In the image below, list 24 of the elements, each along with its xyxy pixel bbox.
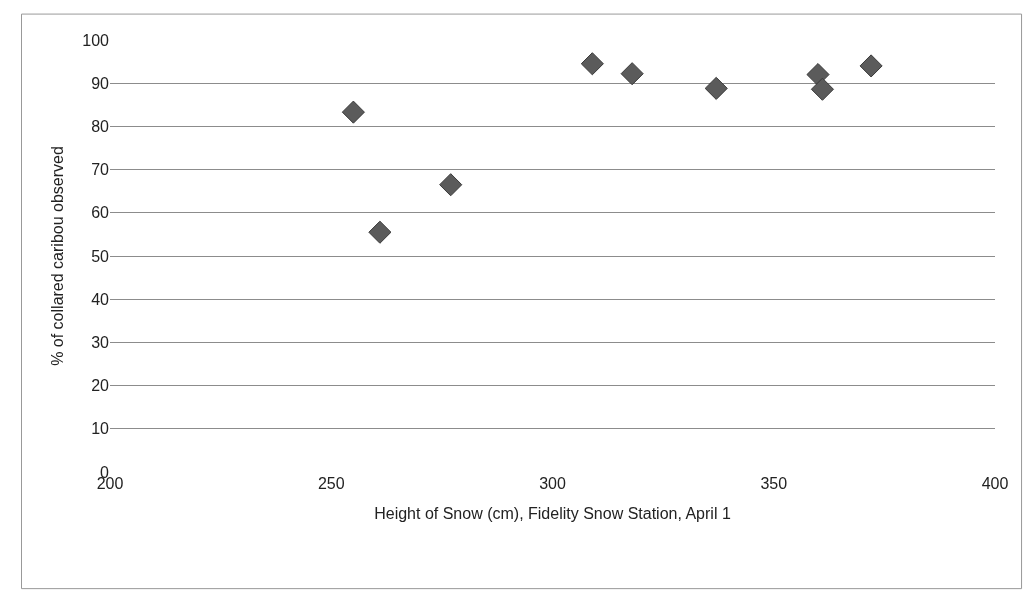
x-tick-label: 350 <box>760 475 788 492</box>
point <box>859 54 883 78</box>
x-tick-label: 400 <box>981 475 1009 492</box>
point <box>341 100 365 124</box>
y-axis-title: % of collared caribou observed <box>49 146 67 366</box>
y-tick-label: 90 <box>91 74 110 92</box>
y-tick-label: 60 <box>91 204 110 222</box>
y-tick-label: 100 <box>82 31 110 49</box>
y-tick-label: 40 <box>91 290 110 308</box>
point <box>704 76 728 100</box>
x-axis-title: Height of Snow (cm), Fidelity Snow Station, April 1 <box>374 504 731 522</box>
y-tick-label: 70 <box>91 161 110 179</box>
y-tick-label: 30 <box>91 334 110 351</box>
point <box>620 62 644 86</box>
y-tick-label: 80 <box>91 118 110 135</box>
point <box>810 77 834 101</box>
x-tick-label: 300 <box>539 475 566 492</box>
y-tick-label: 20 <box>91 377 110 395</box>
y-tick-label: 10 <box>91 420 110 438</box>
point <box>580 52 604 76</box>
point <box>439 173 463 197</box>
x-tick-label: 250 <box>317 475 345 492</box>
y-tick-label: 50 <box>91 247 110 265</box>
point <box>368 220 392 244</box>
